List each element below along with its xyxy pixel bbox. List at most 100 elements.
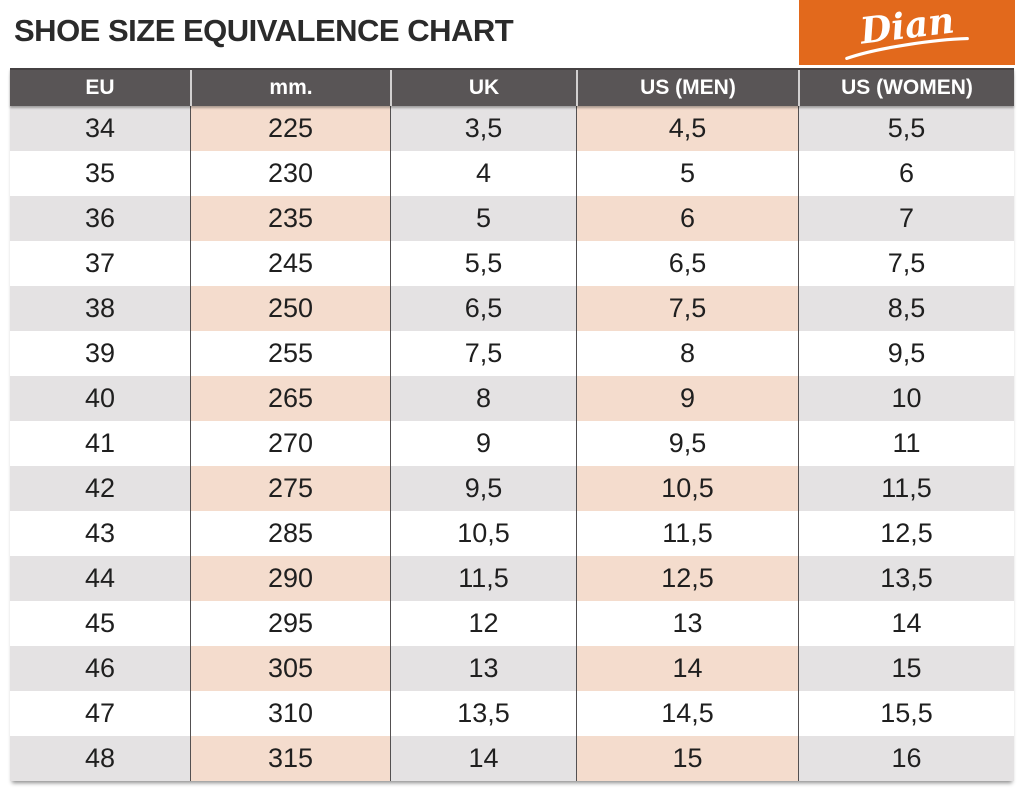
table-cell: 7,5: [798, 241, 1014, 286]
table-row: 46 305 13 14 15: [10, 646, 1014, 691]
table-cell: 7,5: [390, 331, 576, 376]
table-cell: 15: [576, 736, 798, 781]
table-row: 47 310 13,5 14,5 15,5: [10, 691, 1014, 736]
column-header-uk: UK: [390, 70, 576, 106]
table-cell: 9: [390, 421, 576, 466]
table-cell: 8,5: [798, 286, 1014, 331]
table-cell: 13,5: [798, 556, 1014, 601]
table-row: 36 235 5 6 7: [10, 196, 1014, 241]
table-cell: 285: [190, 511, 390, 556]
table-cell: 5,5: [798, 106, 1014, 151]
brand-logo: Dian: [799, 0, 1015, 65]
table-row: 34 225 3,5 4,5 5,5: [10, 106, 1014, 151]
table-cell: 45: [84, 608, 116, 638]
table-cell: 225: [190, 106, 390, 151]
table-cell: 44: [10, 556, 190, 601]
size-equivalence-table: EU mm. UK US (MEN) US (WOMEN) 34 225 3,5 4,…: [10, 68, 1014, 781]
table-row: 41 270 9 9,5 11: [10, 421, 1014, 466]
table-cell: 15,5: [798, 691, 1014, 736]
column-header-mm: mm.: [190, 70, 390, 106]
table-cell: 47: [84, 698, 116, 728]
table-cell: 9,5: [798, 331, 1014, 376]
table-cell: 245: [190, 241, 390, 286]
table-cell: 40: [10, 376, 190, 421]
table-body: 34 225 3,5 4,5 5,5 35 230 4 5 6 36 235 5 6 7 37 245 5,5 6,…: [10, 106, 1014, 781]
table-cell: 9: [576, 376, 798, 421]
table-row: 42 275 9,5 10,5 11,5: [10, 466, 1014, 511]
table-cell: 10: [798, 376, 1014, 421]
table-header-row: EU mm. UK US (MEN) US (WOMEN): [10, 68, 1014, 106]
table-cell: 6: [798, 151, 1014, 196]
table-cell: 13: [390, 646, 576, 691]
table-cell: 295: [190, 601, 390, 646]
table-cell: 5: [390, 196, 576, 241]
table-cell: 11,5: [576, 511, 798, 556]
table-cell: 15: [798, 646, 1014, 691]
table-cell: 12,5: [576, 556, 798, 601]
table-cell: 8: [576, 331, 798, 376]
table-cell: 6: [576, 196, 798, 241]
table-cell: 10,5: [390, 511, 576, 556]
table-cell: 46: [10, 646, 190, 691]
table-cell: 42: [10, 466, 190, 511]
table-row: 48 315 14 15 16: [10, 736, 1014, 781]
table-row: 35 230 4 5 6: [10, 151, 1014, 196]
table-cell: 11: [798, 421, 1014, 466]
table-cell: 6,5: [390, 286, 576, 331]
table-cell: 12: [390, 601, 576, 646]
table-cell: 6,5: [576, 241, 798, 286]
table-cell: 12,5: [798, 511, 1014, 556]
table-cell: 14,5: [576, 691, 798, 736]
table-cell: 315: [190, 736, 390, 781]
table-cell: 305: [190, 646, 390, 691]
table-cell: 43: [84, 518, 116, 548]
table-cell: 16: [798, 736, 1014, 781]
table-cell: 41: [84, 428, 116, 458]
table-row: 45 295 12 13 14: [10, 601, 1014, 646]
table-cell: 48: [10, 736, 190, 781]
table-cell: 10,5: [576, 466, 798, 511]
table-cell: 255: [190, 331, 390, 376]
table-cell: 11,5: [390, 556, 576, 601]
table-cell: 5: [576, 151, 798, 196]
table-cell: 13: [576, 601, 798, 646]
table-cell: 14: [576, 646, 798, 691]
table-row: 38 250 6,5 7,5 8,5: [10, 286, 1014, 331]
table-cell: 9,5: [390, 466, 576, 511]
table-cell: 250: [190, 286, 390, 331]
table-cell: 36: [10, 196, 190, 241]
table-cell: 270: [190, 421, 390, 466]
table-row: 40 265 8 9 10: [10, 376, 1014, 421]
table-cell: 235: [190, 196, 390, 241]
table-cell: 9,5: [576, 421, 798, 466]
table-cell: 14: [390, 736, 576, 781]
table-cell: 7: [798, 196, 1014, 241]
table-cell: 39: [84, 338, 116, 368]
table-cell: 4: [390, 151, 576, 196]
table-cell: 7,5: [576, 286, 798, 331]
table-cell: 5,5: [390, 241, 576, 286]
table-cell: 290: [190, 556, 390, 601]
table-cell: 38: [10, 286, 190, 331]
table-cell: 11,5: [798, 466, 1014, 511]
table-cell: 13,5: [390, 691, 576, 736]
table-cell: 35: [84, 158, 116, 188]
page-title: SHOE SIZE EQUIVALENCE CHART: [14, 13, 514, 48]
table-cell: 265: [190, 376, 390, 421]
table-row: 44 290 11,5 12,5 13,5: [10, 556, 1014, 601]
table-cell: 310: [190, 691, 390, 736]
column-header-us-women: US (WOMEN): [798, 70, 1014, 106]
table-row: 39 255 7,5 8 9,5: [10, 331, 1014, 376]
table-cell: 8: [390, 376, 576, 421]
column-header-eu: EU: [85, 76, 115, 99]
table-cell: 14: [798, 601, 1014, 646]
table-cell: 230: [190, 151, 390, 196]
column-header-us-men: US (MEN): [576, 70, 798, 106]
table-cell: 4,5: [576, 106, 798, 151]
table-cell: 3,5: [390, 106, 576, 151]
logo-underline-swash-icon: [845, 36, 969, 60]
table-cell: 275: [190, 466, 390, 511]
table-cell: 37: [84, 248, 116, 278]
table-cell: 34: [10, 106, 190, 151]
